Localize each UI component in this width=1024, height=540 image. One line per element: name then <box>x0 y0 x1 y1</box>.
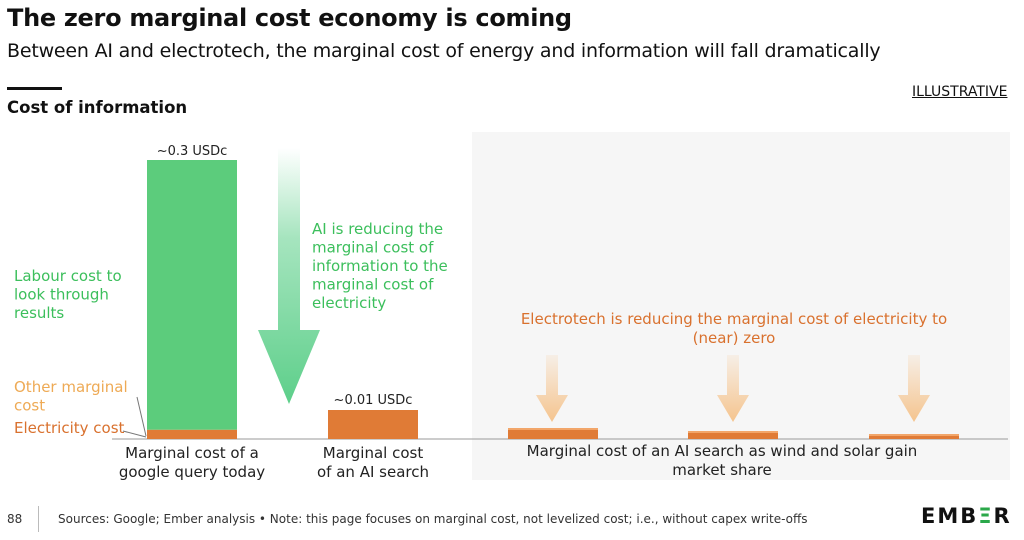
logo-text-pre: EMB <box>921 504 979 528</box>
annotation-electricity: Electricity cost <box>14 419 125 437</box>
electrotech-arrow-3 <box>898 355 930 422</box>
ai-reduction-arrow <box>258 148 320 404</box>
bar-renewables-1 <box>508 428 598 439</box>
footer-sources: Sources: Google; Ember analysis • Note: … <box>58 512 808 526</box>
logo-text-post: R <box>993 504 1012 528</box>
bar-google-labour <box>147 160 237 430</box>
bar-ai-search <box>328 410 418 439</box>
renewables-panel <box>472 132 1010 480</box>
page-subtitle: Between AI and electrotech, the marginal… <box>7 40 881 62</box>
illustrative-badge: ILLUSTRATIVE <box>912 84 1008 100</box>
annotation-ai-line-1: AI is reducing the <box>312 220 443 238</box>
annotation-ai-line-4: marginal cost of <box>312 276 434 294</box>
footer-divider <box>38 506 39 532</box>
logo-e-mark: Ξ <box>978 504 994 528</box>
annotation-electrotech-line-2: (near) zero <box>693 329 776 347</box>
electrotech-arrow-1 <box>536 355 568 422</box>
annotation-electrotech-line-1: Electrotech is reducing the marginal cos… <box>521 310 947 328</box>
x-label-google-line-2: google query today <box>119 463 265 481</box>
annotation-leader-electricity <box>122 430 147 438</box>
electrotech-arrow-2 <box>717 355 749 422</box>
x-label-google-line-1: Marginal cost of a <box>125 444 259 462</box>
annotation-ai-line-2: marginal cost of <box>312 239 434 257</box>
x-label-ai-line-1: Marginal cost <box>323 444 424 462</box>
annotation-leader-other <box>136 396 147 437</box>
x-label-renewables-line-2: market share <box>672 461 772 479</box>
bar-renewables-1-cap <box>508 428 598 430</box>
data-label-google: ~0.3 USDc <box>157 144 228 159</box>
section-title: Cost of information <box>7 98 188 117</box>
annotation-labour-line-1: Labour cost to <box>14 267 122 285</box>
page-number: 88 <box>7 512 23 526</box>
section-rule <box>7 87 62 90</box>
bar-renewables-3-cap <box>869 434 959 436</box>
x-label-renewables-line-1: Marginal cost of an AI search as wind an… <box>527 442 918 460</box>
bar-renewables-2-cap <box>688 431 778 433</box>
page-title: The zero marginal cost economy is coming <box>7 4 572 32</box>
bar-google-electricity <box>147 429 237 439</box>
annotation-labour-line-3: results <box>14 304 64 322</box>
data-label-ai: ~0.01 USDc <box>334 393 413 408</box>
bar-renewables-3 <box>869 434 959 439</box>
annotation-ai-line-3: information to the <box>312 257 448 275</box>
annotation-labour-line-2: look through <box>14 286 109 304</box>
ember-logo: EMBΞR <box>921 504 1012 528</box>
annotation-other-line-1: Other marginal <box>14 378 128 396</box>
bar-renewables-2 <box>688 431 778 439</box>
x-label-ai-line-2: of an AI search <box>317 463 429 481</box>
annotation-other-line-2: cost <box>14 397 45 415</box>
annotation-ai-line-5: electricity <box>312 294 386 312</box>
